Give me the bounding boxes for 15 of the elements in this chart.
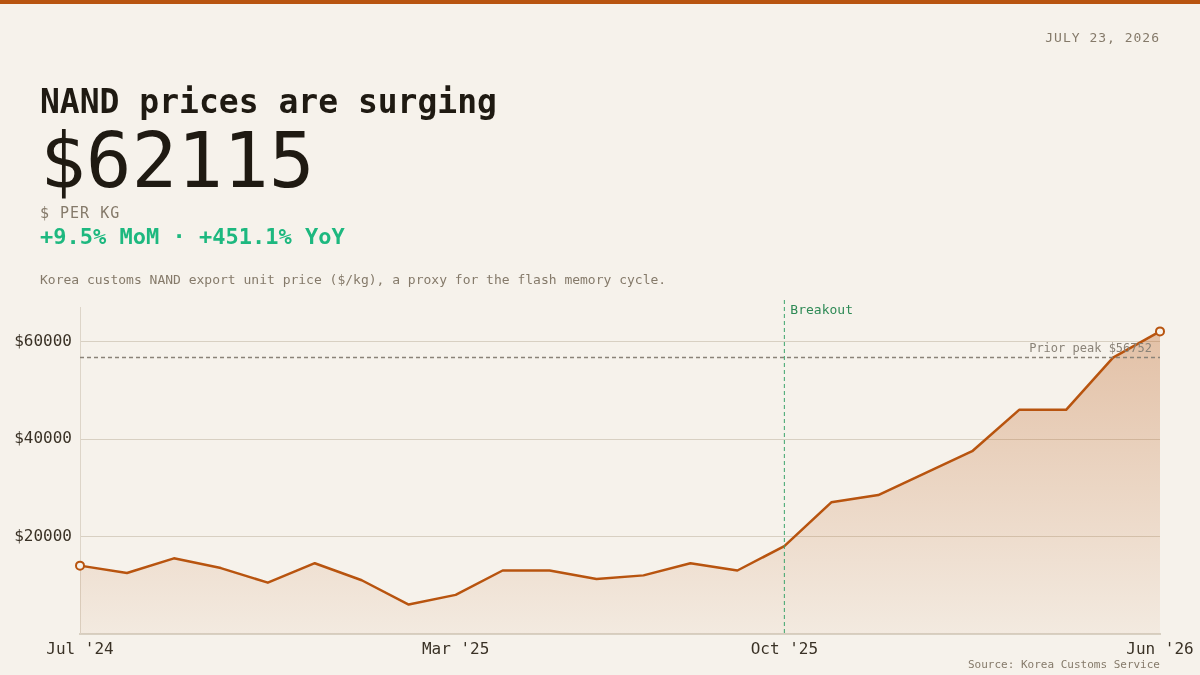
- ref-line-label: Breakout: [790, 302, 853, 318]
- y-tick-label: $60000: [14, 330, 72, 350]
- y-tick-label: $40000: [14, 428, 72, 448]
- ref-line-label: Prior peak $56752: [1029, 340, 1152, 355]
- y-tick-label: $20000: [14, 525, 72, 545]
- x-tick-label: Jun '26: [1126, 638, 1194, 658]
- chart-title: NAND prices are surging: [40, 82, 497, 121]
- text: +9.5% MoM · +451.1% YoY: [40, 224, 345, 249]
- text: Korea customs NAND export unit price ($/kg), a proxy for the flash memory cycle.: [40, 272, 667, 287]
- text: JULY 23, 2026: [1045, 30, 1160, 45]
- x-tick-label: Oct '25: [750, 638, 819, 658]
- x-tick-label: Mar '25: [421, 638, 490, 658]
- x-tick-label: Jul '24: [46, 638, 114, 658]
- source-note: Source: Korea Customs Service: [967, 658, 1160, 671]
- text: $ PER KG: [40, 204, 121, 222]
